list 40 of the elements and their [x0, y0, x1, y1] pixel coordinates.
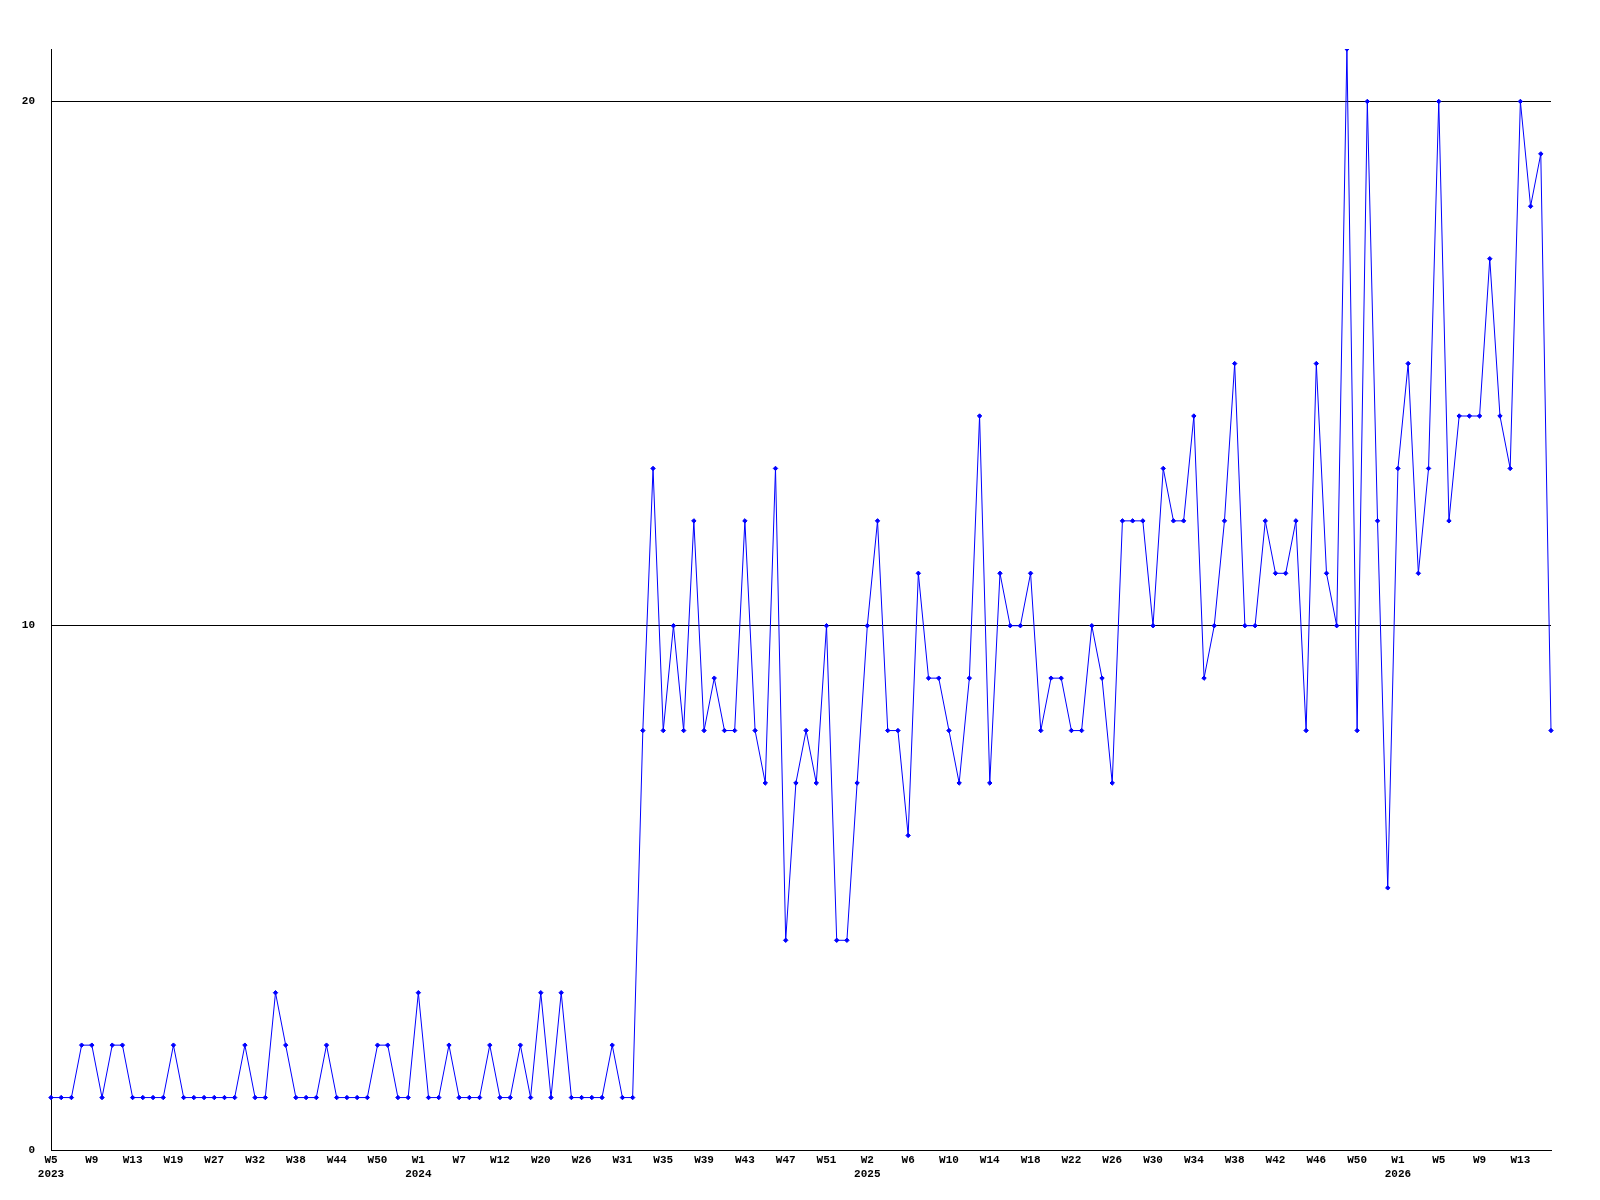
x-tick-label: W50: [1347, 1154, 1368, 1167]
x-tick-label: W14: [979, 1154, 1001, 1167]
x-tick-label: W31: [612, 1154, 633, 1167]
x-tick-label: W5 2023: [37, 1154, 65, 1180]
y-tick-label: 10: [21, 619, 35, 632]
x-tick-label: W30: [1143, 1154, 1163, 1167]
x-tick-label: W19: [163, 1154, 184, 1167]
y-tick-label: 0: [28, 1143, 35, 1156]
x-tick-label: W38: [1224, 1154, 1245, 1167]
x-tick-label: W35: [653, 1154, 674, 1167]
x-tick-label: W20: [530, 1154, 551, 1167]
x-tick-label: W47: [775, 1154, 796, 1167]
x-tick-label: W50: [367, 1154, 388, 1167]
x-tick-label: W1 2024: [405, 1154, 432, 1180]
x-tick-label: W6: [901, 1154, 915, 1167]
x-tick-label: W9: [1472, 1154, 1487, 1167]
x-tick-label: W18: [1020, 1154, 1041, 1167]
x-tick-label: W13: [122, 1154, 143, 1167]
x-tick-label: W1 2026: [1384, 1154, 1412, 1180]
x-tick-label: W5: [1432, 1154, 1446, 1167]
x-tick-label: W26: [1102, 1154, 1123, 1167]
x-tick-label: W2 2025: [854, 1154, 881, 1180]
x-tick-label: W51: [816, 1154, 837, 1167]
x-tick-label: W27: [204, 1154, 225, 1167]
x-tick-label: W44: [326, 1154, 348, 1167]
x-tick-label: W10: [939, 1154, 959, 1167]
x-tick-label: W32: [245, 1154, 265, 1167]
x-tick-label: W12: [490, 1154, 510, 1167]
x-tick-label: W9: [85, 1154, 99, 1167]
x-tick-label: W7: [452, 1154, 466, 1167]
x-tick-label: W38: [285, 1154, 307, 1167]
x-tick-label: W39: [694, 1154, 714, 1167]
x-tick-label: W26: [571, 1154, 592, 1167]
x-tick-label: W42: [1265, 1154, 1286, 1167]
y-tick-label: 20: [21, 95, 35, 108]
x-tick-label: W34: [1183, 1154, 1205, 1167]
x-tick-label: W22: [1061, 1154, 1082, 1167]
x-tick-label: W43: [734, 1154, 756, 1167]
x-tick-label: W13: [1510, 1154, 1531, 1167]
x-tick-label: W46: [1306, 1154, 1327, 1167]
